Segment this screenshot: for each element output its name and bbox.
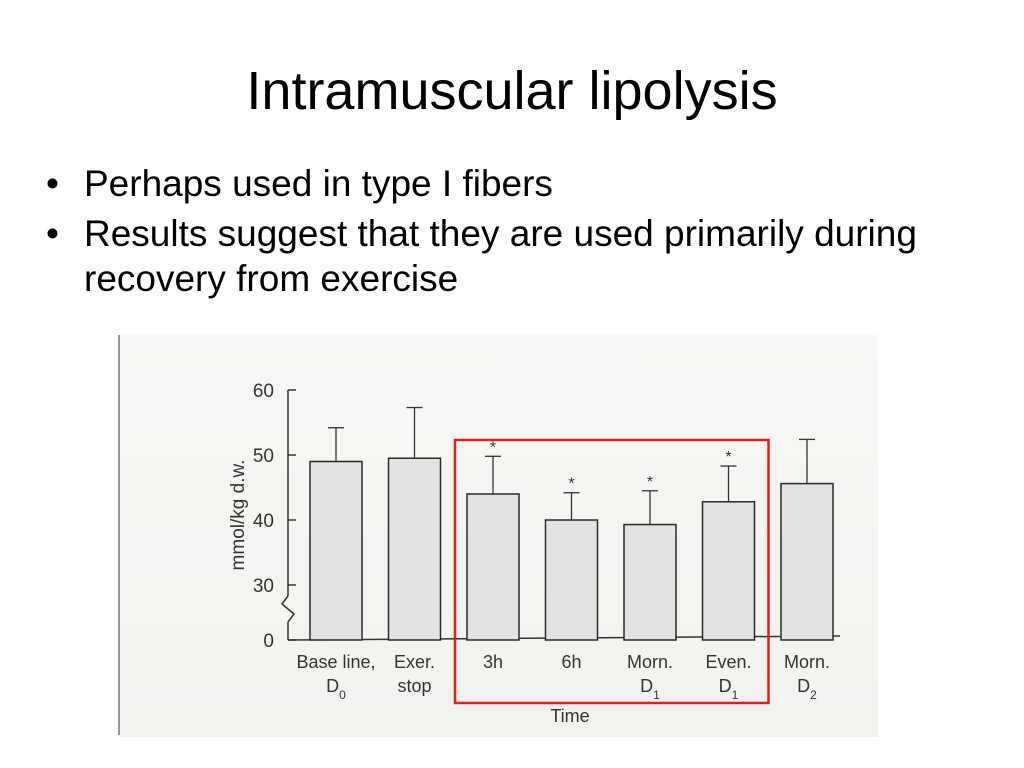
x-tick-subscript: 1 (653, 688, 660, 702)
x-tick-label: Base line, (296, 652, 375, 672)
bar (623, 523, 677, 641)
bar (701, 501, 756, 641)
bar (780, 482, 834, 641)
significance-marker: * (725, 449, 731, 466)
y-tick-label: 60 (253, 381, 274, 402)
x-tick-subscript: 2 (810, 688, 817, 702)
x-tick-label: D1 (719, 676, 739, 702)
x-axis-label: Time (550, 706, 589, 726)
x-tick-label: D1 (640, 676, 660, 702)
bar (387, 457, 442, 641)
bar (309, 460, 363, 641)
significance-marker: * (490, 439, 496, 456)
bar (466, 493, 520, 641)
x-tick-label: stop (397, 676, 431, 696)
x-tick-subscript: 1 (732, 688, 739, 702)
x-tick-label: Even. (705, 652, 751, 672)
x-tick-label: 6h (561, 652, 581, 672)
y-tick-label: 0 (263, 631, 274, 652)
significance-marker: * (647, 474, 653, 491)
x-tick-label: Exer. (394, 652, 435, 672)
bullet-item: Perhaps used in type I fibers (44, 162, 1004, 207)
x-tick-label: Morn. (784, 652, 830, 672)
bar (544, 519, 599, 641)
slide-title: Intramuscular lipolysis (246, 61, 778, 121)
x-tick-label: Morn. (627, 652, 673, 672)
x-tick-subscript: 0 (339, 688, 346, 702)
y-axis-label: mmol/kg d.w. (228, 460, 249, 571)
bullet-item: Results suggest that they are used prima… (44, 212, 1004, 301)
y-axis-break-mark (280, 595, 296, 623)
bullet-list: Perhaps used in type I fibers Results su… (44, 162, 1004, 307)
x-tick-label: D2 (797, 676, 817, 702)
x-tick-label: D0 (326, 676, 346, 702)
significance-marker: * (568, 476, 574, 493)
x-tick-label: 3h (483, 652, 503, 672)
y-tick-label: 40 (253, 511, 274, 532)
highlight-box (453, 438, 770, 705)
y-tick-label: 50 (253, 446, 274, 467)
y-tick-label: 30 (253, 576, 274, 597)
scan-edge-line (118, 335, 120, 735)
